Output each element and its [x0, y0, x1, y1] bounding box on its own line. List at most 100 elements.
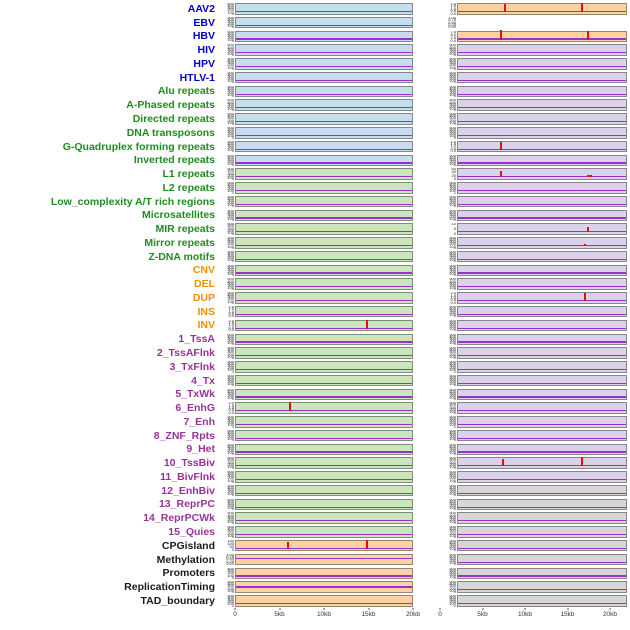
y-tick-label: 500 [449, 347, 456, 351]
y-tick-label: 500 [227, 484, 234, 488]
y-axis-ticks-right: 500 400 300 200 100 0 [440, 306, 457, 318]
y-tick-label: 400 [449, 416, 456, 422]
y-tick-label: 0 [453, 328, 456, 332]
y-tick-label: 50 [229, 544, 234, 550]
y-tick-label: 200 [449, 48, 456, 54]
y-tick-label: 200 [227, 502, 234, 508]
y-tick-label: 200 [449, 558, 456, 564]
y-tick-label: 200 [449, 255, 456, 261]
y-tick-label: 500 [227, 526, 234, 530]
y-tick-label: 0 [231, 424, 234, 428]
y-tick-label: 200 [449, 131, 456, 137]
y-tick-label: 400 [227, 195, 234, 201]
y-tick-label: 300 [227, 184, 234, 190]
y-tick-label: 100 [449, 367, 456, 373]
y-tick-label: 20 [451, 172, 456, 178]
y-tick-label: 1.5 [228, 306, 234, 312]
panel-gap [413, 394, 440, 395]
y-tick-label: 0.00 [448, 24, 456, 29]
y-tick-label: 500 [449, 278, 456, 282]
y-tick-label: 200 [449, 62, 456, 68]
y-tick-label: 0 [231, 479, 234, 483]
baseline [236, 396, 412, 398]
y-tick-label: 500 [227, 581, 234, 585]
y-tick-label: 0 [231, 465, 234, 469]
y-tick-label: 500 [449, 113, 456, 117]
y-tick-label: 1.0 [450, 294, 456, 300]
y-tick-label: 2.0 [228, 305, 234, 309]
baseline [458, 437, 626, 439]
y-tick-label: 100 [227, 243, 234, 249]
baseline [458, 107, 626, 109]
y-tick-label: 500 [449, 553, 456, 557]
track-row: DNA transposons 500 400 300 200 100 0 500 400 300… [0, 126, 630, 140]
y-tick-label: 300 [227, 363, 234, 369]
y-tick-label: 300 [449, 404, 456, 410]
y-tick-label: 100 [227, 532, 234, 538]
y-tick-label: 300 [227, 376, 234, 382]
y-axis-ticks-left: 500 400 300 200 100 0 [218, 196, 235, 208]
baseline [458, 506, 626, 508]
y-tick-label: 300 [227, 253, 234, 259]
y-tick-label: 500 [449, 127, 456, 131]
panel-gap [413, 63, 440, 64]
y-tick-label: 500 [227, 71, 234, 75]
row-label: INV [197, 319, 215, 332]
y-tick-label: 200 [449, 103, 456, 109]
y-tick-label: 200 [227, 585, 234, 591]
x-axis-right: 0 5kb 10kb 15kb 20kb [438, 607, 617, 622]
y-tick-label: 1.5 [450, 141, 456, 147]
y-axis-ticks-right: 500 400 300 200 100 0 [440, 99, 457, 111]
track-strip-left [235, 498, 413, 511]
y-tick-label: 100 [227, 9, 234, 15]
y-tick-label: 400 [449, 361, 456, 367]
y-axis-ticks-right: 500 400 300 200 100 0 [440, 44, 457, 56]
track-strip-left [235, 553, 413, 566]
track-strip-right [457, 347, 627, 359]
y-tick-label: 100 [449, 64, 456, 70]
y-tick-label: 0 [231, 300, 234, 304]
y-tick-label: 300 [227, 156, 234, 162]
panel-gap [413, 8, 440, 9]
baseline [236, 66, 412, 68]
track-strip-right [457, 58, 627, 70]
y-tick-label: 500 [449, 250, 456, 254]
y-tick-label: 0 [453, 190, 456, 194]
track-row: Alu repeats 500 400 300 200 100 0 500 400 300 200 1… [0, 85, 630, 99]
y-tick-label: 100 [227, 463, 234, 469]
y-tick-label: 400 [227, 3, 234, 9]
row-label: 1_TssA [178, 333, 215, 346]
y-tick-label: 300 [449, 280, 456, 286]
panel-gap [413, 435, 440, 436]
y-tick-label: 300 [227, 445, 234, 451]
baseline [458, 66, 626, 68]
track-strip-right [457, 595, 627, 607]
track-strip-right [457, 484, 627, 497]
y-tick-label: 500 [227, 99, 234, 103]
y-tick-label: 400 [449, 402, 456, 408]
spike-marker [586, 175, 592, 178]
track-strip-right [457, 553, 627, 566]
y-tick-label: 200 [227, 34, 234, 40]
y-tick-label: 400 [227, 512, 234, 518]
y-tick-label: 1.00 [226, 553, 234, 557]
y-tick-label: 500 [449, 182, 456, 186]
row-label: L1 repeats [162, 168, 215, 181]
y-tick-label: 300 [227, 459, 234, 465]
y-tick-label: 0 [231, 107, 234, 111]
y-tick-label: 300 [449, 583, 456, 589]
y-axis-ticks-right: 500 400 300 200 100 0 [440, 430, 457, 442]
y-tick-label: 500 [227, 30, 234, 34]
spike-marker [366, 540, 369, 549]
row-label: 5_TxWk [175, 388, 215, 401]
row-label: 13_ReprPC [158, 498, 215, 511]
baseline [236, 465, 412, 467]
track-strip-left [235, 361, 413, 373]
y-tick-label: 200 [449, 516, 456, 522]
row-label: CPGisland [161, 539, 215, 552]
y-axis-ticks-right: 500 400 300 200 100 0 [440, 113, 457, 125]
row-label: 12_EnhBiv [161, 484, 215, 497]
y-tick-label: 100 [449, 353, 456, 359]
y-tick-label: 0 [453, 135, 456, 139]
track-strip-right [457, 113, 627, 125]
